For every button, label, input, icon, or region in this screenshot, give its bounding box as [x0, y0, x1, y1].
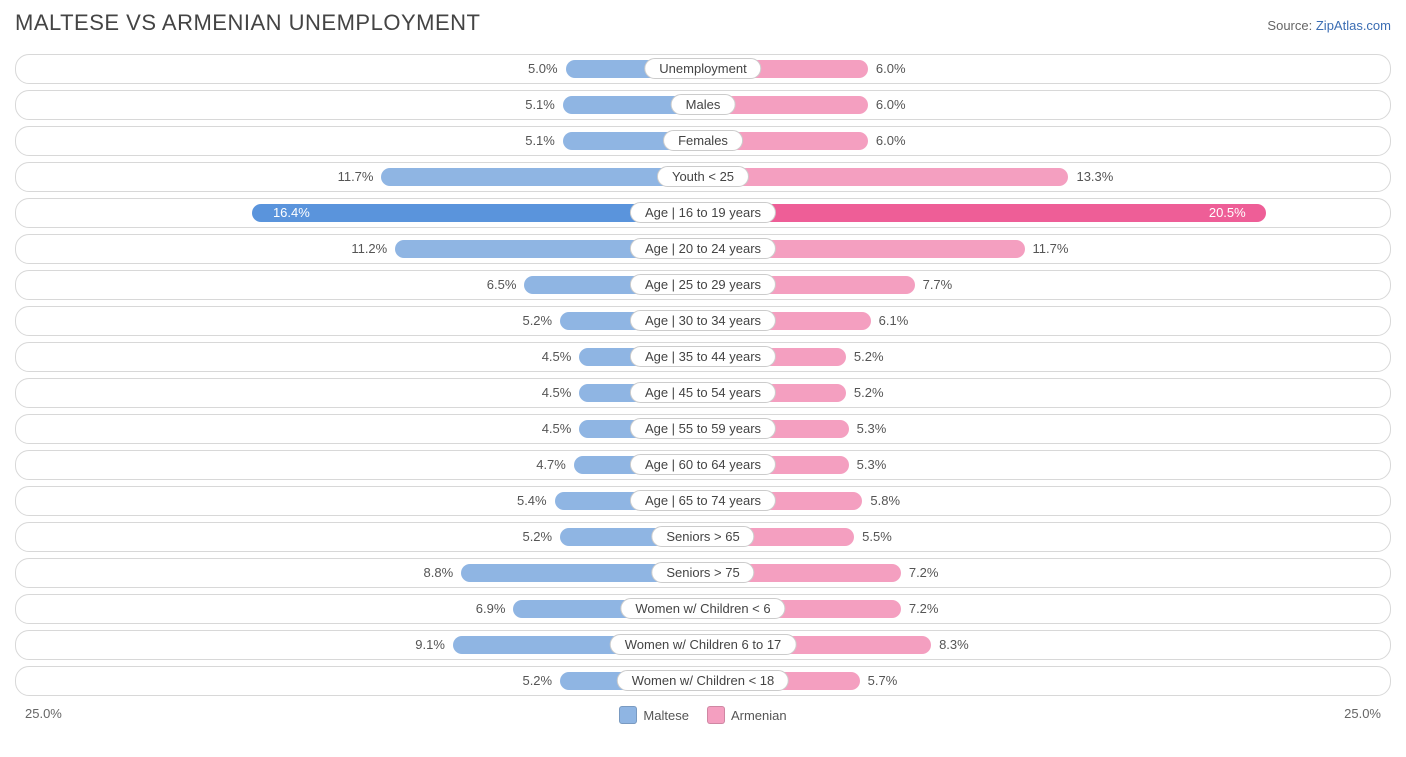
bar-right — [703, 168, 1068, 186]
legend-label-right: Armenian — [731, 708, 787, 723]
chart-row: 5.2% 6.1% Age | 30 to 34 years — [15, 306, 1391, 336]
axis-max-left: 25.0% — [25, 706, 62, 721]
chart-row: 11.7% 13.3% Youth < 25 — [15, 162, 1391, 192]
value-left: 5.4% — [517, 487, 547, 515]
bar-right — [703, 204, 1266, 222]
axis-max-right: 25.0% — [1344, 706, 1381, 721]
chart-source: Source: ZipAtlas.com — [1267, 18, 1391, 33]
category-label: Women w/ Children < 18 — [617, 670, 789, 691]
category-label: Age | 16 to 19 years — [630, 202, 776, 223]
category-label: Seniors > 65 — [651, 526, 754, 547]
category-label: Age | 25 to 29 years — [630, 274, 776, 295]
chart-header: MALTESE VS ARMENIAN UNEMPLOYMENT Source:… — [15, 10, 1391, 36]
value-right: 5.3% — [857, 451, 887, 479]
category-label: Age | 30 to 34 years — [630, 310, 776, 331]
value-left: 5.1% — [525, 127, 555, 155]
value-right: 5.7% — [868, 667, 898, 695]
bar-left — [381, 168, 703, 186]
category-label: Age | 20 to 24 years — [630, 238, 776, 259]
value-right: 13.3% — [1076, 163, 1113, 191]
chart-row: 6.9% 7.2% Women w/ Children < 6 — [15, 594, 1391, 624]
category-label: Seniors > 75 — [651, 562, 754, 583]
value-left: 4.5% — [542, 343, 572, 371]
chart-title: MALTESE VS ARMENIAN UNEMPLOYMENT — [15, 10, 480, 36]
chart-row: 5.2% 5.5% Seniors > 65 — [15, 522, 1391, 552]
value-right: 7.7% — [923, 271, 953, 299]
category-label: Age | 65 to 74 years — [630, 490, 776, 511]
chart-row: 5.4% 5.8% Age | 65 to 74 years — [15, 486, 1391, 516]
value-left: 5.1% — [525, 91, 555, 119]
value-right: 6.1% — [879, 307, 909, 335]
value-left: 5.0% — [528, 55, 558, 83]
legend-item-right: Armenian — [707, 706, 787, 724]
source-link[interactable]: ZipAtlas.com — [1316, 18, 1391, 33]
value-right: 6.0% — [876, 55, 906, 83]
value-left: 4.5% — [542, 415, 572, 443]
category-label: Age | 55 to 59 years — [630, 418, 776, 439]
chart-row: 5.0% 6.0% Unemployment — [15, 54, 1391, 84]
value-left: 11.2% — [351, 235, 387, 263]
chart-row: 4.5% 5.2% Age | 45 to 54 years — [15, 378, 1391, 408]
legend-swatch-left — [619, 706, 637, 724]
value-right: 5.3% — [857, 415, 887, 443]
value-right: 6.0% — [876, 127, 906, 155]
value-left: 5.2% — [522, 307, 552, 335]
chart-row: 16.4% 20.5% Age | 16 to 19 years — [15, 198, 1391, 228]
category-label: Age | 35 to 44 years — [630, 346, 776, 367]
value-left: 6.5% — [487, 271, 517, 299]
value-left: 11.7% — [338, 163, 374, 191]
chart-row: 4.5% 5.3% Age | 55 to 59 years — [15, 414, 1391, 444]
chart-row: 5.2% 5.7% Women w/ Children < 18 — [15, 666, 1391, 696]
category-label: Women w/ Children 6 to 17 — [610, 634, 797, 655]
legend-swatch-right — [707, 706, 725, 724]
value-right: 7.2% — [909, 595, 939, 623]
category-label: Youth < 25 — [657, 166, 749, 187]
category-label: Age | 60 to 64 years — [630, 454, 776, 475]
chart-row: 6.5% 7.7% Age | 25 to 29 years — [15, 270, 1391, 300]
value-right: 20.5% — [1201, 199, 1246, 227]
value-right: 5.5% — [862, 523, 892, 551]
category-label: Males — [671, 94, 736, 115]
value-left: 16.4% — [273, 199, 318, 227]
chart-row: 9.1% 8.3% Women w/ Children 6 to 17 — [15, 630, 1391, 660]
chart-row: 8.8% 7.2% Seniors > 75 — [15, 558, 1391, 588]
value-right: 5.2% — [854, 379, 884, 407]
chart-row: 5.1% 6.0% Males — [15, 90, 1391, 120]
value-right: 7.2% — [909, 559, 939, 587]
value-right: 11.7% — [1033, 235, 1069, 263]
chart-row: 4.7% 5.3% Age | 60 to 64 years — [15, 450, 1391, 480]
value-right: 8.3% — [939, 631, 969, 659]
diverging-bar-chart: 5.0% 6.0% Unemployment 5.1% 6.0% Males 5.1% 6.0… — [15, 54, 1391, 696]
legend-item-left: Maltese — [619, 706, 689, 724]
value-right: 5.2% — [854, 343, 884, 371]
value-left: 4.5% — [542, 379, 572, 407]
value-left: 5.2% — [522, 667, 552, 695]
value-left: 5.2% — [522, 523, 552, 551]
value-right: 6.0% — [876, 91, 906, 119]
value-left: 6.9% — [476, 595, 506, 623]
value-right: 5.8% — [870, 487, 900, 515]
chart-row: 11.2% 11.7% Age | 20 to 24 years — [15, 234, 1391, 264]
value-left: 9.1% — [415, 631, 445, 659]
category-label: Unemployment — [644, 58, 761, 79]
chart-row: 5.1% 6.0% Females — [15, 126, 1391, 156]
chart-footer: 25.0% Maltese Armenian 25.0% — [15, 704, 1391, 726]
value-left: 8.8% — [424, 559, 454, 587]
category-label: Females — [663, 130, 743, 151]
legend-label-left: Maltese — [643, 708, 689, 723]
category-label: Women w/ Children < 6 — [620, 598, 785, 619]
chart-row: 4.5% 5.2% Age | 35 to 44 years — [15, 342, 1391, 372]
category-label: Age | 45 to 54 years — [630, 382, 776, 403]
source-label: Source: — [1267, 18, 1312, 33]
legend: Maltese Armenian — [619, 704, 786, 726]
value-left: 4.7% — [536, 451, 566, 479]
